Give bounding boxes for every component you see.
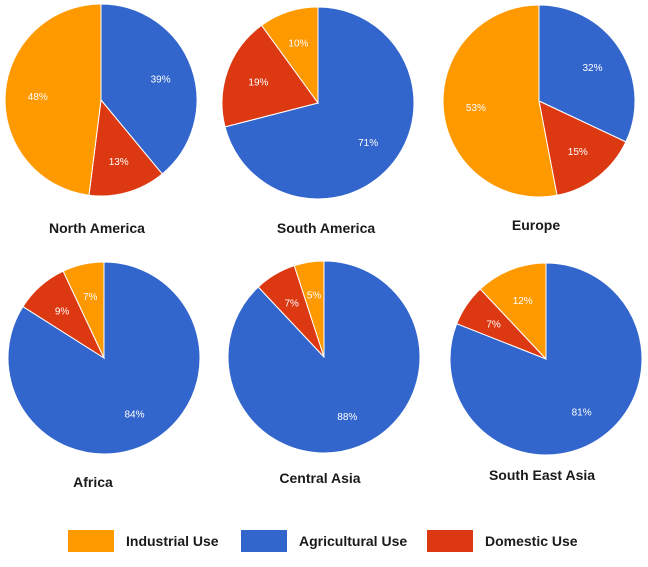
chart-title: Europe	[512, 217, 560, 233]
chart-title: South America	[277, 220, 375, 236]
chart-title: South East Asia	[489, 467, 595, 483]
slice-label: 48%	[28, 92, 48, 103]
pie-slice-industrial-use	[62, 261, 105, 359]
pie-chart-central-asia: 88% 7% 5% Central Asia	[227, 260, 421, 486]
slice-label: 71%	[358, 138, 378, 149]
pie-slice-agricultural-use	[538, 4, 636, 143]
pie-slice-industrial-use	[479, 262, 547, 361]
pie-slice-industrial-use	[442, 4, 558, 198]
slice-label: 13%	[109, 157, 129, 168]
pie-chart-africa: 84% 9% 7% Africa	[7, 261, 201, 490]
slice-label: 53%	[466, 103, 486, 114]
legend-item-agricultural: Agricultural Use	[241, 526, 407, 556]
pie-slice-agricultural-use	[224, 6, 415, 200]
pie-chart-north-america: 39% 13% 48% North America	[4, 3, 198, 236]
slice-label: 5%	[307, 290, 322, 301]
slice-label: 7%	[83, 292, 98, 303]
legend-label-industrial: Industrial Use	[126, 533, 219, 549]
pie-slice-industrial-use	[4, 3, 102, 196]
slice-label: 88%	[337, 412, 357, 423]
slice-label: 19%	[248, 78, 268, 89]
legend-label-domestic: Domestic Use	[485, 533, 578, 549]
slice-label: 12%	[513, 296, 533, 307]
slice-label: 15%	[568, 147, 588, 158]
pie-chart-south-america: 71% 19% 10% South America	[221, 6, 415, 236]
slice-label: 32%	[582, 63, 602, 74]
legend-swatch-domestic	[427, 530, 473, 552]
slice-label: 9%	[55, 307, 70, 318]
slice-label: 10%	[288, 39, 308, 50]
legend-label-agricultural: Agricultural Use	[299, 533, 408, 549]
legend-swatch-industrial	[68, 530, 114, 552]
pie-slice-agricultural-use	[100, 3, 198, 175]
legend: Industrial Use Agricultural Use Domestic…	[0, 526, 648, 556]
pie-slice-agricultural-use	[7, 261, 201, 455]
slice-label: 84%	[124, 410, 144, 421]
slice-label: 81%	[572, 407, 592, 418]
pie-slice-domestic-use	[538, 100, 627, 196]
chart-title: Central Asia	[279, 470, 360, 486]
legend-item-industrial: Industrial Use	[68, 526, 219, 556]
pie-chart-europe: 32% 15% 53% Europe	[442, 4, 636, 233]
pie-slice-domestic-use	[88, 98, 163, 197]
slice-label: 7%	[486, 319, 501, 330]
pie-slice-industrial-use	[293, 260, 325, 358]
slice-label: 7%	[284, 299, 299, 310]
pie-slice-industrial-use	[260, 6, 319, 105]
legend-item-domestic: Domestic Use	[427, 526, 578, 556]
legend-swatch-agricultural	[241, 530, 287, 552]
slice-label: 39%	[151, 75, 171, 86]
chart-title: Africa	[73, 474, 113, 490]
pie-slice-domestic-use	[221, 24, 319, 128]
pie-slice-agricultural-use	[227, 260, 421, 454]
chart-title: North America	[49, 220, 145, 236]
pie-chart-south-east-asia: 81% 7% 12% South East Asia	[449, 262, 643, 483]
